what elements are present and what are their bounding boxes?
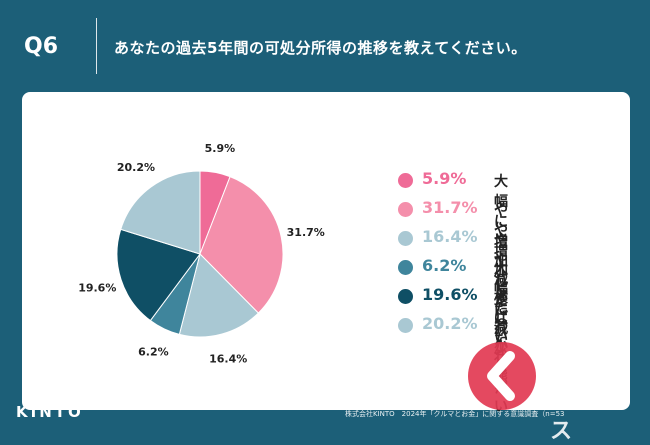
source-note: 株式会社KINTO 2024年「クルマとお金」に関する意識調査（n=53	[345, 410, 565, 418]
legend-percent: 5.9%	[422, 169, 467, 188]
legend-swatch	[398, 231, 413, 246]
question-id: Q6	[24, 34, 59, 59]
legend-swatch	[398, 202, 413, 217]
pie-data-label-5: 19.6%	[78, 281, 116, 294]
legend-category: 大幅に増加した	[494, 174, 508, 310]
legend-percent: 20.2%	[422, 314, 478, 333]
watermark-text-top: るまの	[540, 347, 630, 382]
pie-data-label-2: 31.7%	[287, 226, 325, 239]
legend-swatch	[398, 260, 413, 275]
pie-data-label-1: 5.9%	[205, 142, 236, 155]
legend-category: やや増加した	[494, 203, 508, 319]
pie-slice-5	[116, 228, 201, 322]
pie-slice-6	[120, 170, 201, 255]
question-text: あなたの過去5年間の可処分所得の推移を教えてください。	[114, 39, 527, 57]
pie-data-label-4: 6.2%	[138, 345, 169, 358]
brand-logo: KINTO	[16, 403, 84, 421]
legend-swatch	[398, 289, 413, 304]
legend-swatch	[398, 173, 413, 188]
pie-data-label-3: 16.4%	[209, 352, 247, 365]
header-bar: Q6 あなたの過去5年間の可処分所得の推移を教えてください。	[0, 0, 650, 95]
header-divider	[96, 18, 97, 74]
legend-percent: 31.7%	[422, 198, 478, 217]
pie-slice-2	[199, 175, 284, 314]
pie-slice-3	[178, 253, 260, 338]
watermark-text-bottom: ニュース	[550, 387, 629, 444]
legend-percent: 16.4%	[422, 227, 478, 246]
legend-percent: 19.6%	[422, 285, 478, 304]
legend-percent: 6.2%	[422, 256, 467, 275]
legend-swatch	[398, 318, 413, 333]
chart-card: 5.9% 31.7% 16.4% 6.2% 19.6% 20.2% 5.9% 大幅に増加した…	[22, 92, 630, 415]
kuruma-logo-icon	[468, 342, 536, 410]
pie-chart: 5.9% 31.7% 16.4% 6.2% 19.6% 20.2%	[78, 142, 325, 365]
pie-data-label-6: 20.2%	[117, 161, 155, 174]
